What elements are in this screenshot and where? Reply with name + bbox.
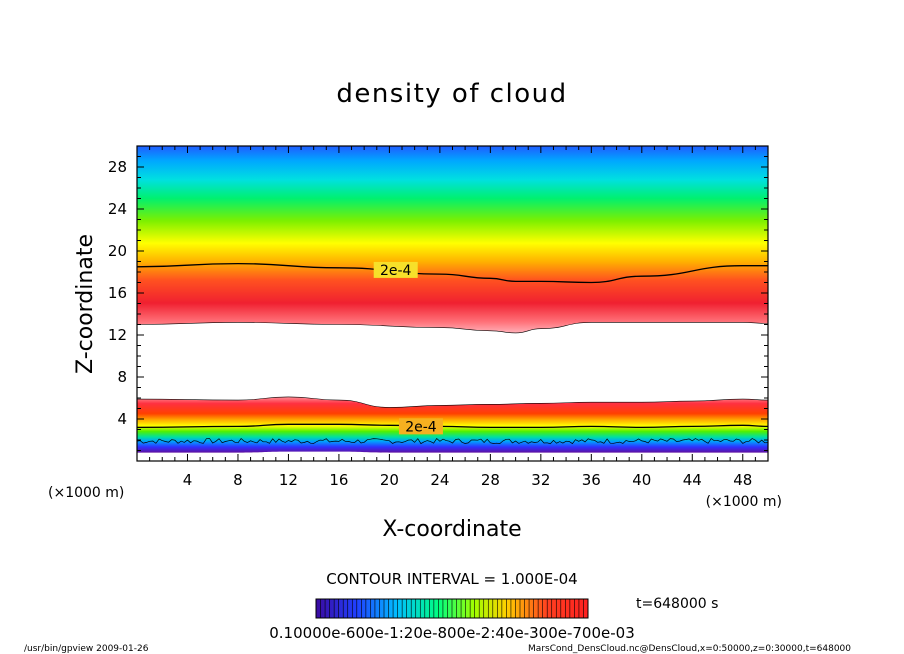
upper-cloud-layer	[137, 146, 768, 333]
x-tick-label: 20	[380, 471, 399, 489]
colorbar-ticks	[320, 599, 584, 618]
x-tick-label: 36	[582, 471, 601, 489]
y-tick-label: 20	[108, 242, 127, 260]
chart-title: density of cloud	[336, 79, 567, 109]
x-tick-label: 48	[733, 471, 752, 489]
lower-noise-contour	[137, 437, 768, 445]
x-axis-label: X-coordinate	[382, 517, 521, 542]
x-tick-label: 28	[481, 471, 500, 489]
y-tick-label: 28	[108, 158, 127, 176]
lower-contour-line	[137, 423, 768, 429]
x-tick-label: 8	[233, 471, 243, 489]
contour-label: 2e-4	[405, 419, 437, 435]
y-tick-label: 8	[117, 368, 127, 386]
footer-right: MarsCond_DensCloud.nc@DensCloud,x=0:5000…	[528, 644, 851, 654]
footer-left: /usr/bin/gpview 2009-01-26	[24, 644, 149, 654]
x-unit-label: (×1000 m)	[706, 494, 782, 510]
upper-contour-line	[137, 262, 768, 284]
x-tick-label: 24	[430, 471, 449, 489]
y-tick-label: 12	[108, 326, 127, 344]
plot-area: 2e-4 2e-4	[137, 146, 768, 453]
x-tick-label: 16	[329, 471, 348, 489]
lower-top-contour	[137, 396, 768, 408]
y-tick-label: 16	[108, 284, 127, 302]
contour-label-bg	[373, 261, 418, 278]
y-tick-label: 24	[108, 200, 127, 218]
x-tick-label: 32	[531, 471, 550, 489]
time-label: t=648000 s	[636, 596, 718, 612]
upper-bottom-contour	[137, 322, 768, 334]
contour-label: 2e-4	[380, 263, 412, 279]
lower-cloud-layer	[137, 396, 768, 453]
x-tick-label: 44	[683, 471, 702, 489]
y-axis-label: Z-coordinate	[73, 234, 98, 374]
contour-interval-text: CONTOUR INTERVAL = 1.000E-04	[326, 570, 577, 588]
z-unit-label: (×1000 m)	[48, 485, 124, 501]
colorbar-label: 0.10000e-600e-1:20e-800e-2:40e-300e-700e…	[269, 624, 635, 642]
y-tick-label: 4	[117, 410, 127, 428]
x-tick-label: 40	[632, 471, 651, 489]
x-tick-label: 12	[279, 471, 298, 489]
contour-label-bg	[398, 418, 443, 435]
x-tick-label: 4	[183, 471, 193, 489]
